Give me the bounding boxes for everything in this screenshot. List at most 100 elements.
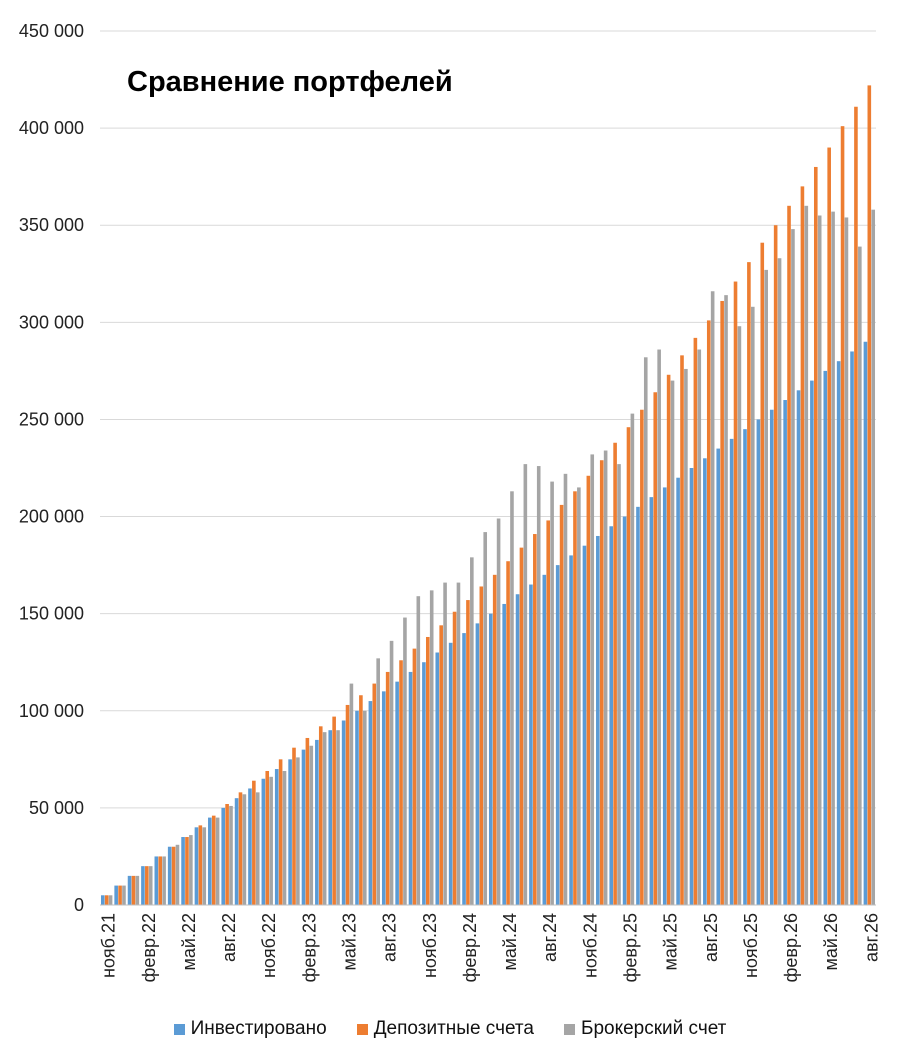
bar-brokerage [844, 217, 849, 905]
bar-brokerage [282, 770, 287, 905]
bar-invested [221, 807, 226, 905]
bar-brokerage [269, 776, 273, 905]
bar-brokerage [322, 732, 327, 905]
y-tick-label: 400 000 [19, 118, 84, 138]
bar-deposit [359, 695, 363, 905]
bar-deposit [586, 475, 591, 905]
x-tick-label: авг.26 [861, 913, 881, 962]
bar-invested [502, 603, 506, 905]
bar-brokerage [148, 866, 153, 905]
bar-invested [381, 691, 386, 905]
x-tick-label: нояб.21 [99, 913, 119, 978]
bar-deposit [773, 225, 778, 905]
bar-invested [141, 866, 145, 905]
bar-deposit [198, 825, 203, 905]
bar-invested [823, 370, 828, 905]
bar-brokerage [496, 518, 501, 905]
bar-brokerage [376, 658, 380, 905]
bar-brokerage [603, 450, 608, 905]
bar-deposit [760, 242, 765, 906]
bar-invested [100, 895, 105, 905]
bar-brokerage [710, 291, 715, 905]
bar-invested [475, 623, 480, 905]
bar-brokerage [563, 473, 568, 905]
bar-invested [154, 856, 159, 905]
bar-deposit [372, 683, 377, 905]
bar-deposit [506, 561, 510, 905]
bar-invested [582, 545, 587, 905]
bar-brokerage [750, 306, 755, 906]
bar-invested [234, 798, 239, 905]
bar-deposit [613, 442, 617, 905]
bar-deposit [318, 726, 323, 905]
bar-deposit [171, 846, 176, 905]
bar-deposit [653, 392, 658, 906]
bar-deposit [305, 737, 310, 905]
bar-deposit [666, 374, 671, 906]
bar-deposit [519, 547, 524, 905]
bar-brokerage [697, 349, 702, 906]
bar-invested [368, 701, 373, 905]
legend-swatch-brokerage [563, 1023, 575, 1035]
x-tick-label: май.24 [500, 913, 520, 970]
bar-invested [208, 817, 212, 905]
bar-deposit [693, 337, 698, 906]
bar-deposit [640, 409, 644, 905]
bar-brokerage [296, 757, 300, 905]
bar-brokerage [871, 209, 876, 905]
bar-invested [729, 438, 734, 905]
bar-invested [636, 506, 640, 905]
bar-brokerage [456, 582, 461, 905]
bar-deposit [412, 648, 417, 905]
legend-swatch-invested [173, 1023, 185, 1035]
x-axis-labels: нояб.21 февр.22 май.22 авг.22 нояб.22 февр.23… [99, 913, 882, 982]
bar-invested [796, 390, 801, 905]
bar-brokerage [791, 229, 795, 905]
x-tick-label: авг.24 [540, 913, 560, 962]
bar-deposit [278, 759, 283, 905]
legend-label-invested: Инвестировано [190, 1018, 327, 1039]
bar-deposit [546, 520, 551, 905]
bar-invested [181, 837, 185, 905]
bar-invested [810, 380, 814, 906]
bar-invested [769, 409, 774, 905]
bar-deposit [145, 866, 149, 905]
bar-invested [783, 400, 787, 905]
bar-deposit [466, 600, 470, 905]
bar-brokerage [536, 466, 541, 905]
bar-deposit [104, 895, 109, 905]
bar-brokerage [470, 557, 474, 905]
bar-brokerage [550, 481, 554, 905]
y-tick-label: 100 000 [19, 701, 84, 721]
bar-brokerage [403, 617, 407, 905]
bar-deposit [626, 427, 631, 905]
x-tick-label: май.26 [821, 913, 841, 970]
bar-brokerage [630, 413, 635, 905]
bar-deposit [840, 126, 845, 906]
legend-label-deposit: Депозитные счета [373, 1018, 534, 1039]
bar-brokerage [643, 357, 648, 905]
legend-item-invested: Инвестировано [173, 1018, 327, 1040]
bar-brokerage [483, 532, 488, 905]
y-tick-label: 350 000 [19, 215, 84, 235]
bar-brokerage [215, 817, 220, 905]
bar-brokerage [777, 258, 782, 905]
bar-brokerage [590, 454, 595, 905]
bar-deposit [479, 586, 484, 905]
bar-brokerage [657, 349, 661, 906]
bar-invested [703, 458, 707, 905]
bar-brokerage [858, 246, 862, 905]
bar-deposit [720, 300, 724, 906]
bar-deposit [345, 704, 350, 905]
bar-invested [542, 574, 547, 905]
bar-deposit [265, 770, 270, 905]
bar-invested [515, 594, 520, 905]
bar-deposit [252, 780, 256, 905]
bars [100, 85, 876, 906]
legend-label-brokerage: Брокерский счет [580, 1018, 727, 1039]
y-tick-label: 50 000 [29, 798, 84, 818]
bar-invested [569, 555, 573, 905]
bar-invested [114, 885, 118, 905]
bar-deposit [867, 85, 872, 906]
bar-deposit [854, 106, 858, 906]
